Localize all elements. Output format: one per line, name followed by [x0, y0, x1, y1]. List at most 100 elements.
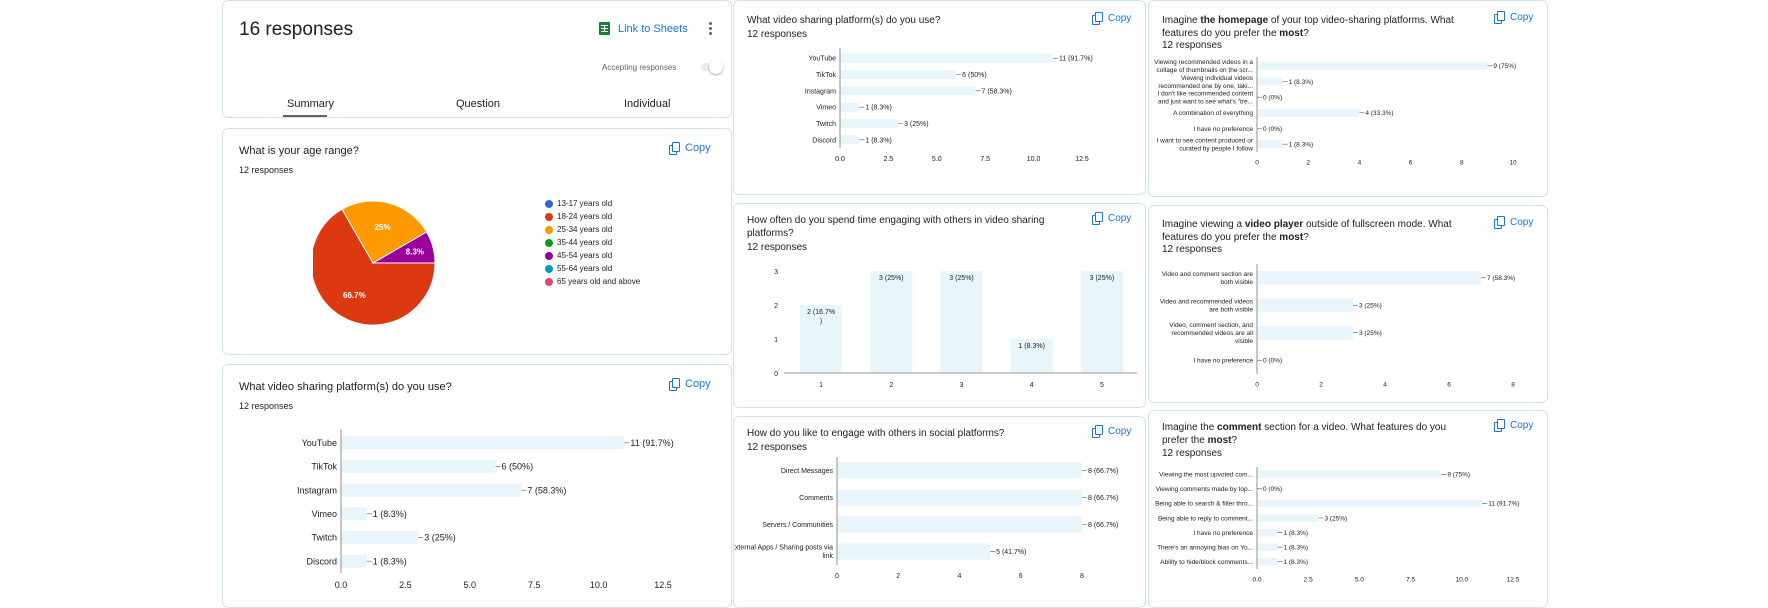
x-tick-label: 0.0: [1252, 577, 1261, 584]
legend-swatch: [545, 225, 553, 234]
copy-label: Copy: [1108, 426, 1132, 437]
x-tick-label: 7.5: [528, 580, 541, 590]
x-tick-label: 0.0: [335, 580, 348, 590]
copy-chart-button[interactable]: Copy: [669, 141, 711, 155]
question-card-homepage: Imagine the homepage of your top video-s…: [1148, 0, 1548, 197]
legend-item: 25-34 years old: [545, 223, 640, 236]
response-count: 12 responses: [239, 165, 294, 175]
bar: [1257, 108, 1360, 117]
tab-question[interactable]: Question: [456, 98, 501, 110]
category-label: Video, comment section, and: [1169, 322, 1253, 329]
legend-label: 13-17 years old: [557, 199, 613, 208]
category-label: recommended one by one, taki...: [1158, 83, 1253, 90]
accepting-responses-toggle[interactable]: [699, 60, 723, 74]
data-label: 3 (25%): [949, 275, 974, 282]
bar: [840, 135, 860, 145]
copy-chart-button[interactable]: Copy: [669, 377, 711, 391]
bar: [840, 70, 957, 79]
bar: [341, 530, 419, 545]
x-tick-label: 5: [1100, 382, 1104, 389]
x-tick-label: 2: [889, 382, 893, 389]
question-card-age: What is your age range? 12 responses Cop…: [222, 128, 732, 355]
copy-chart-button[interactable]: Copy: [1494, 11, 1533, 24]
x-tick-label: 5.0: [932, 156, 942, 163]
bar: [940, 271, 983, 373]
bar: [837, 516, 1082, 533]
category-label: Viewing comments made by top...: [1156, 486, 1254, 493]
age-chart-legend: 13-17 years old 18-24 years old 25-34 year…: [545, 197, 640, 288]
link-to-sheets-button[interactable]: Link to Sheets: [599, 22, 688, 35]
bar: [1257, 514, 1319, 522]
category-label: Discord: [306, 556, 337, 566]
data-label: 1 (8.3%): [1283, 544, 1308, 551]
data-label: 7 (58.3%): [527, 485, 566, 495]
category-label: Twitch: [311, 533, 337, 543]
data-label: 1 (8.3%): [373, 556, 407, 566]
legend-label: 55-64 years old: [557, 264, 613, 273]
x-tick-label: 2: [1306, 160, 1310, 167]
question-card-engage: How do you like to engage with others in…: [733, 416, 1146, 608]
bar: [1257, 558, 1278, 566]
legend-swatch: [545, 238, 553, 247]
copy-chart-button[interactable]: Copy: [1092, 212, 1131, 225]
response-count: 12 responses: [747, 442, 808, 453]
copy-chart-button[interactable]: Copy: [1092, 425, 1132, 438]
category-label: I have no preference: [1193, 358, 1253, 365]
x-tick-label: 0: [1255, 382, 1259, 389]
bar: [1257, 543, 1278, 551]
x-tick-label: 12.5: [1507, 577, 1520, 584]
legend-swatch: [545, 277, 553, 286]
copy-chart-button[interactable]: Copy: [1494, 216, 1533, 229]
x-tick-label: 10.0: [590, 580, 608, 590]
copy-chart-button[interactable]: Copy: [1092, 12, 1131, 25]
y-tick-label: 0: [774, 371, 778, 378]
category-label: TikTok: [816, 72, 836, 79]
summary-header-card: 16 responses Link to Sheets Accepting re…: [222, 0, 732, 118]
data-label: 1 (8.3%): [865, 137, 891, 144]
x-tick-label: 0.0: [835, 156, 845, 163]
bar: [1080, 271, 1123, 373]
category-label: Viewing recommended videos in a: [1154, 59, 1253, 66]
data-label: 8 (66.7%): [1088, 468, 1118, 475]
x-tick-label: 8: [1460, 160, 1464, 167]
legend-label: 18-24 years old: [557, 212, 613, 221]
category-label: recommended videos are all: [1171, 330, 1253, 337]
category-label: YouTube: [808, 56, 836, 63]
category-label: Being able to search & filter thro...: [1155, 501, 1253, 508]
x-tick-label: 2.5: [399, 580, 412, 590]
question-title: Imagine viewing a video player outside o…: [1162, 219, 1452, 243]
category-label: Being able to reply to comment...: [1158, 515, 1253, 522]
data-label: 9 (75%): [1493, 63, 1516, 70]
data-label: 9 (75%): [1447, 472, 1470, 479]
bar: [840, 53, 1053, 63]
data-label: 0 (0%): [1263, 126, 1282, 133]
data-label: 1 (8.3%): [1283, 530, 1308, 537]
category-label: are both visible: [1209, 307, 1253, 314]
bar: [840, 119, 899, 128]
data-label: 2 (16.7%: [807, 309, 835, 316]
more-options-icon[interactable]: [709, 22, 713, 36]
question-title: Imagine the homepage of your top video-s…: [1162, 15, 1454, 39]
data-label: 1 (8.3%): [1289, 141, 1314, 148]
y-tick-label: 3: [774, 269, 778, 276]
x-tick-label: 8: [1511, 382, 1515, 389]
x-tick-label: 4: [1383, 382, 1387, 389]
legend-item: 35-44 years old: [545, 236, 640, 249]
tab-individual[interactable]: Individual: [624, 98, 671, 110]
category-label: visible: [1235, 338, 1253, 345]
x-tick-label: 10.0: [1027, 156, 1041, 163]
x-tick-label: 2.5: [1304, 577, 1313, 584]
data-label: 0 (0%): [1263, 94, 1282, 101]
data-label: 8 (66.7%): [1088, 495, 1118, 502]
legend-item: 65 years old and above: [545, 275, 640, 288]
copy-chart-button[interactable]: Copy: [1494, 419, 1533, 432]
data-label: 8 (66.7%): [1088, 522, 1118, 529]
category-label: Servers / Communities: [762, 522, 833, 529]
tab-summary[interactable]: Summary: [287, 98, 335, 110]
pie-slice: [313, 208, 436, 326]
copy-icon: [1494, 419, 1505, 432]
slice-label: 8.3%: [406, 248, 424, 257]
data-label: ): [820, 318, 822, 325]
